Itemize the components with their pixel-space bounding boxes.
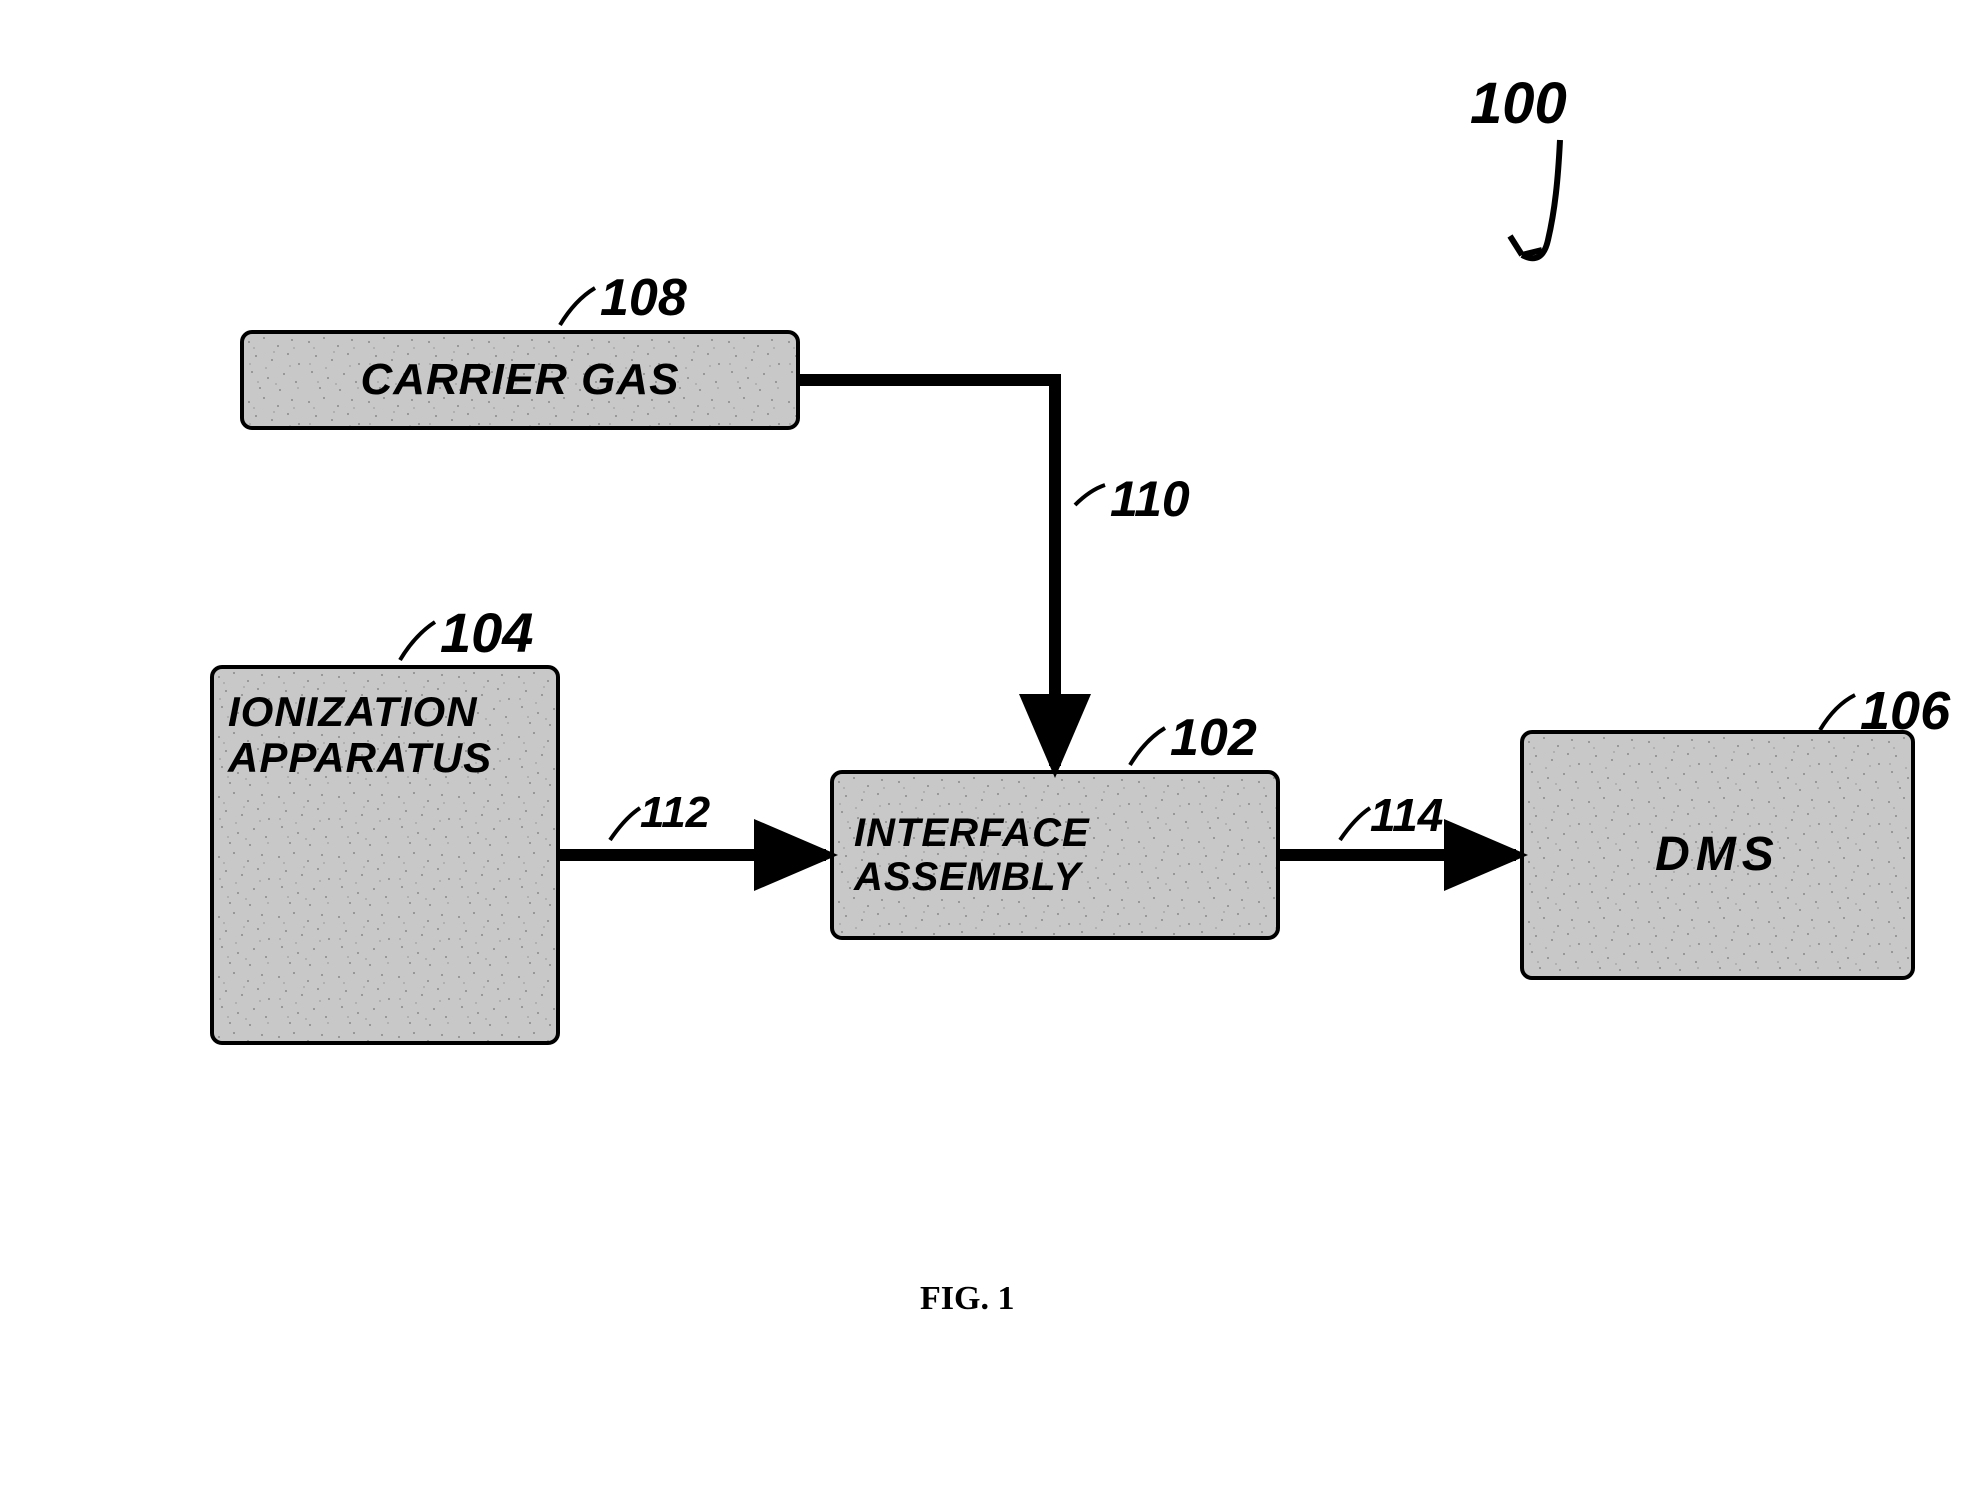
figure-caption: FIG. 1: [920, 1280, 1014, 1318]
tick-106: [1820, 695, 1855, 730]
ref-102: 102: [1170, 708, 1257, 768]
ref-112: 112: [640, 788, 710, 838]
tick-104: [400, 622, 435, 660]
node-label: IONIZATION APPARATUS: [228, 689, 492, 781]
node-label: INTERFACE ASSEMBLY: [854, 811, 1090, 899]
node-label: CARRIER GAS: [360, 356, 679, 404]
tick-114: [1340, 808, 1370, 840]
ref-104: 104: [440, 600, 533, 665]
tick-108: [560, 288, 595, 325]
tick-110: [1075, 485, 1105, 505]
node-carrier-gas: CARRIER GAS: [240, 330, 800, 430]
node-label: DMS: [1655, 829, 1780, 882]
diagram-canvas: CARRIER GAS IONIZATION APPARATUS INTERFA…: [0, 0, 1978, 1495]
node-interface-assembly: INTERFACE ASSEMBLY: [830, 770, 1280, 940]
ref-108: 108: [600, 268, 687, 328]
node-ionization-apparatus: IONIZATION APPARATUS: [210, 665, 560, 1045]
ref-106: 106: [1860, 680, 1950, 742]
ref-114: 114: [1370, 788, 1443, 842]
sysref-arrowhead: [1510, 236, 1542, 255]
edge-110: [800, 380, 1055, 766]
ref-100: 100: [1470, 70, 1567, 137]
tick-102: [1130, 728, 1165, 765]
node-dms: DMS: [1520, 730, 1915, 980]
ref-110: 110: [1110, 470, 1190, 528]
tick-112: [610, 808, 640, 840]
sysref-arrow: [1522, 140, 1560, 258]
